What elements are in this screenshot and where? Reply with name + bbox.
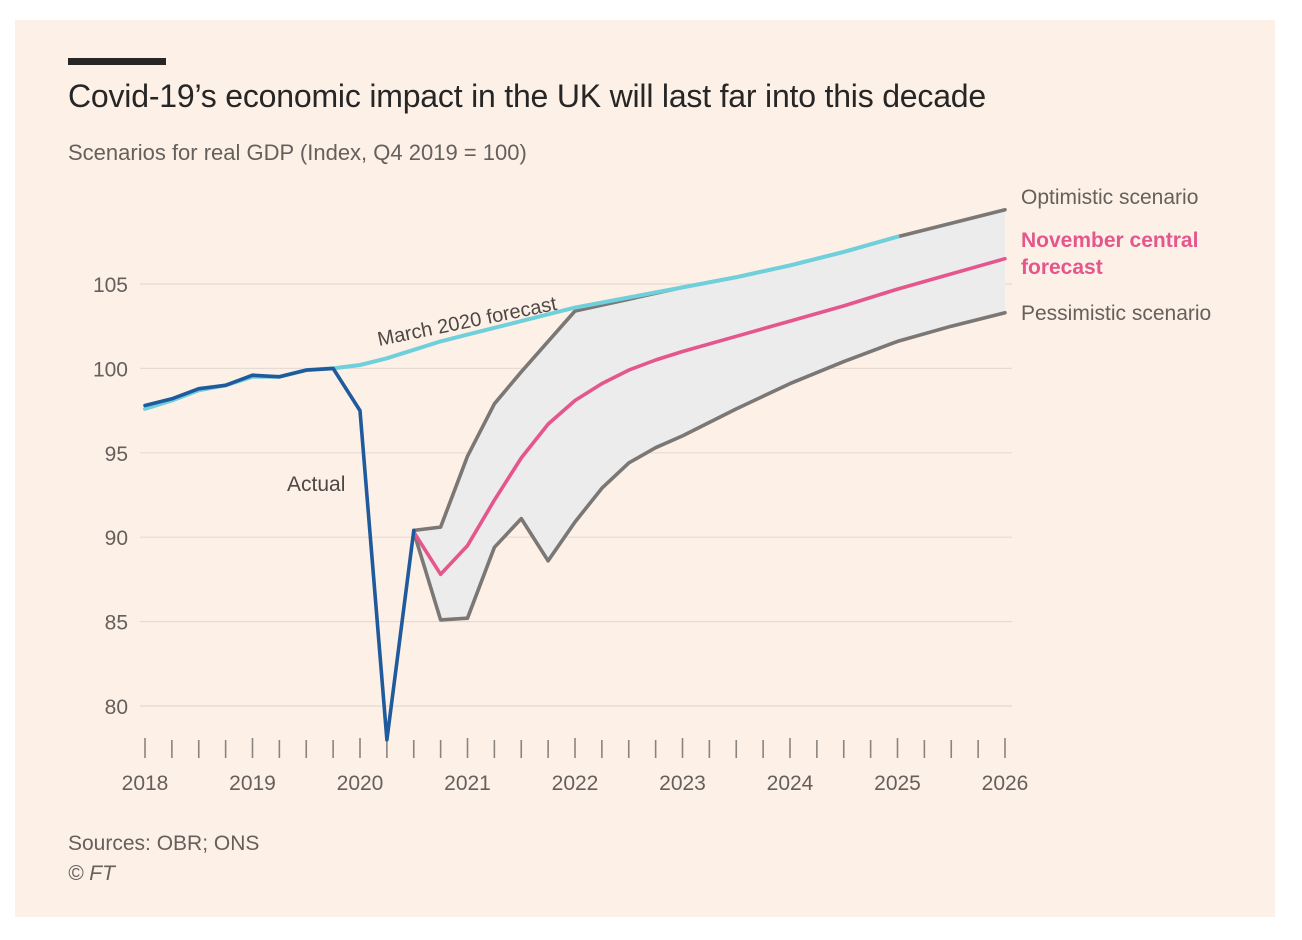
x-tick-label: 2021 bbox=[444, 772, 491, 795]
x-tick-label: 2020 bbox=[337, 772, 384, 795]
pessimistic-series-line bbox=[411, 310, 1007, 622]
sources-note: Sources: OBR; ONS bbox=[68, 832, 260, 855]
x-tick-label: 2025 bbox=[874, 772, 921, 795]
x-tick-label: 2019 bbox=[229, 772, 276, 795]
pessimistic-end-label-line: Pessimistic scenario bbox=[1021, 302, 1211, 325]
y-tick-label: 90 bbox=[105, 527, 128, 550]
y-tick-label: 80 bbox=[105, 696, 128, 719]
x-tick-label: 2023 bbox=[659, 772, 706, 795]
actual-series-line bbox=[143, 366, 416, 742]
optimistic-end-label-line: Optimistic scenario bbox=[1021, 186, 1198, 209]
central-end-label-line: forecast bbox=[1021, 256, 1103, 279]
y-tick-label: 105 bbox=[93, 274, 128, 297]
x-tick-label: 2018 bbox=[122, 772, 169, 795]
chart-subtitle: Scenarios for real GDP (Index, Q4 2019 =… bbox=[68, 140, 527, 165]
y-tick-label: 100 bbox=[93, 358, 128, 381]
central-series-line bbox=[411, 256, 1007, 577]
optimistic-end-label: Optimistic scenario bbox=[1021, 186, 1198, 209]
chart-title: Covid-19’s economic impact in the UK wil… bbox=[68, 78, 986, 114]
central-end-label-line: November central bbox=[1021, 229, 1198, 252]
central-end-label: November central forecast bbox=[1021, 229, 1198, 279]
scenario-range-band bbox=[413, 209, 1005, 620]
title-accent-bar bbox=[68, 58, 166, 65]
x-tick-label: 2026 bbox=[982, 772, 1029, 795]
y-tick-label: 95 bbox=[105, 443, 128, 466]
x-tick-label: 2024 bbox=[767, 772, 814, 795]
chart-panel bbox=[15, 20, 1275, 917]
copyright-note: © FT bbox=[68, 862, 115, 885]
march-forecast-annotation: March 2020 forecast bbox=[376, 293, 559, 351]
x-tick-label: 2022 bbox=[552, 772, 599, 795]
pessimistic-end-label: Pessimistic scenario bbox=[1021, 302, 1211, 325]
y-tick-label: 85 bbox=[105, 612, 128, 635]
actual-annotation: Actual bbox=[287, 473, 345, 496]
